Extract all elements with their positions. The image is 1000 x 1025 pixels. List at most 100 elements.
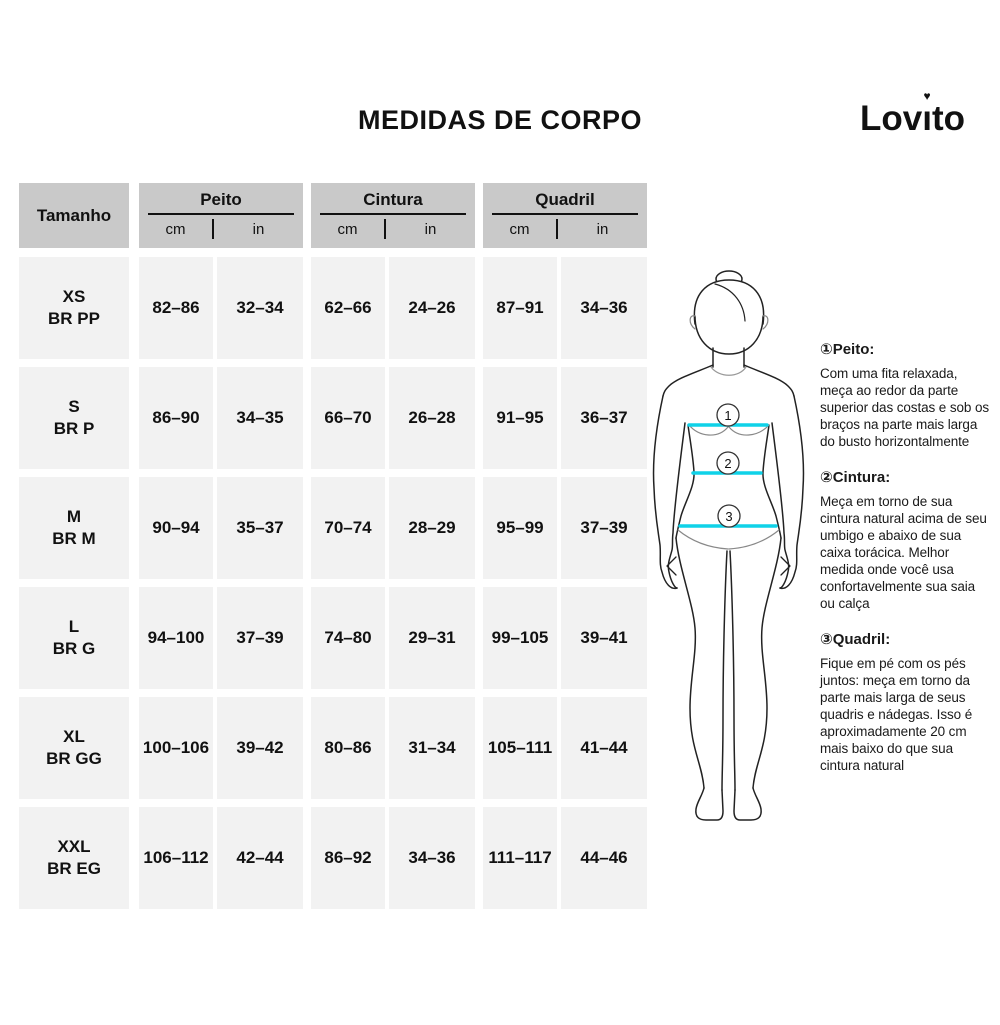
peito-cm-value: 86–90 xyxy=(139,367,213,469)
lovito-logo: Lovı ♥ to xyxy=(860,90,966,139)
unit-row: cm in xyxy=(311,215,475,243)
header-group-quadril: Quadril cm in xyxy=(483,183,647,248)
br-size-label: BR EG xyxy=(47,859,101,878)
header-group-cintura: Cintura cm in xyxy=(311,183,475,248)
unit-in-label: in xyxy=(252,220,265,238)
bust-curve-right xyxy=(728,424,770,436)
left-foot xyxy=(695,787,724,821)
group-label: Quadril xyxy=(535,190,595,209)
instruction-heading: ①Peito: xyxy=(820,341,875,358)
peito-in-value: 32–34 xyxy=(217,257,303,359)
right-hand-fingers xyxy=(780,556,791,576)
cintura-in-value: 26–28 xyxy=(389,367,475,469)
group-label: Cintura xyxy=(363,190,423,209)
quadril-cm-value: 87–91 xyxy=(483,257,557,359)
instruction-body: Com uma fita relaxada, meça ao redor da … xyxy=(820,366,990,449)
table-row-xl: XL BR GG 100–106 39–42 80–86 31–34 105–1… xyxy=(19,697,647,799)
cintura-cm-value: 74–80 xyxy=(311,587,385,689)
quadril-cm-value: 99–105 xyxy=(483,587,557,689)
right-foot xyxy=(733,787,762,821)
unit-row: cm in xyxy=(483,215,647,243)
size-cell: M BR M xyxy=(19,477,129,579)
cintura-in-value: 34–36 xyxy=(389,807,475,909)
marker-3-number: 3 xyxy=(725,509,732,524)
right-leg-outer xyxy=(752,537,782,789)
quadril-cm-value: 111–117 xyxy=(483,807,557,909)
size-label: S xyxy=(68,397,80,416)
right-arm-outer xyxy=(779,395,805,590)
torso-right xyxy=(762,424,782,539)
marker-3-circle xyxy=(717,504,741,528)
marker-2-circle xyxy=(716,451,740,475)
bikini-line-left xyxy=(677,529,729,550)
logo-text-post: to xyxy=(931,99,966,138)
header-tamanho: Tamanho xyxy=(19,183,129,248)
instruction-body: Fique em pé com os pés juntos: meça em t… xyxy=(820,656,973,773)
header-divider-line xyxy=(148,213,294,215)
size-cell: L BR G xyxy=(19,587,129,689)
unit-divider xyxy=(556,219,558,239)
unit-cm-label: cm xyxy=(165,220,186,238)
cintura-cm-value: 80–86 xyxy=(311,697,385,799)
right-shoulder xyxy=(743,364,795,397)
marker-1-number: 1 xyxy=(724,408,731,423)
size-label: XXL xyxy=(57,837,91,856)
table-header-row: Tamanho Peito cm in Cintura cm in xyxy=(19,183,647,248)
quadril-in-value: 41–44 xyxy=(561,697,647,799)
collar-line xyxy=(710,366,747,376)
right-arm-inner xyxy=(771,422,790,589)
quadril-in-value: 37–39 xyxy=(561,477,647,579)
left-leg-outer xyxy=(675,537,705,789)
page-title: MEDIDAS DE CORPO xyxy=(357,105,643,135)
peito-in-value: 34–35 xyxy=(217,367,303,469)
size-cell: XS BR PP xyxy=(19,257,129,359)
quadril-cm-value: 91–95 xyxy=(483,367,557,469)
size-label: XL xyxy=(63,727,85,746)
left-leg-inner xyxy=(721,550,728,791)
marker-2-number: 2 xyxy=(724,456,731,471)
unit-row: cm in xyxy=(139,215,303,243)
instruction-quadril: ③Quadril: Fique em pé com os pés juntos:… xyxy=(820,630,992,774)
size-cell: XXL BR EG xyxy=(19,807,129,909)
unit-divider xyxy=(384,219,386,239)
left-arm-inner xyxy=(667,422,686,589)
quadril-in-value: 34–36 xyxy=(561,257,647,359)
br-size-label: BR PP xyxy=(48,309,100,328)
size-label: M xyxy=(66,507,82,526)
header-divider-line xyxy=(492,213,638,215)
br-size-label: BR G xyxy=(52,639,96,658)
quadril-cm-value: 95–99 xyxy=(483,477,557,579)
br-size-label: BR P xyxy=(53,419,95,438)
body-figure-svg: 1 2 3 xyxy=(652,270,805,821)
unit-in-label: in xyxy=(596,220,609,238)
table-row-l: L BR G 94–100 37–39 74–80 29–31 99–105 3… xyxy=(19,587,647,689)
face-outline xyxy=(694,315,764,355)
peito-in-value: 39–42 xyxy=(217,697,303,799)
heart-icon: ♥ xyxy=(923,89,931,103)
peito-in-value: 35–37 xyxy=(217,477,303,579)
hair-outline xyxy=(693,279,765,325)
unit-in-label: in xyxy=(424,220,437,238)
right-ear xyxy=(762,315,769,330)
cintura-cm-value: 70–74 xyxy=(311,477,385,579)
size-label: XS xyxy=(62,287,86,306)
torso-left xyxy=(675,424,695,539)
instruction-body: Meça em torno de sua cintura natural aci… xyxy=(820,494,987,611)
instruction-heading: ②Cintura: xyxy=(820,469,891,486)
left-hand-fingers xyxy=(666,556,677,576)
instruction-cintura: ②Cintura: Meça em torno de sua cintura n… xyxy=(820,468,992,612)
unit-cm-label: cm xyxy=(509,220,530,238)
table-row-xxl: XXL BR EG 106–112 42–44 86–92 34–36 111–… xyxy=(19,807,647,909)
peito-cm-value: 106–112 xyxy=(139,807,213,909)
peito-cm-value: 82–86 xyxy=(139,257,213,359)
logo-text-pre: Lov xyxy=(860,99,923,138)
cintura-in-value: 31–34 xyxy=(389,697,475,799)
right-leg-inner xyxy=(729,550,736,791)
measurement-instructions: ①Peito: Com uma fita relaxada, meça ao r… xyxy=(820,340,992,792)
measure-markers: 1 2 3 xyxy=(716,403,741,528)
left-shoulder xyxy=(662,364,714,397)
bikini-line-right xyxy=(728,529,780,550)
peito-in-value: 37–39 xyxy=(217,587,303,689)
quadril-in-value: 36–37 xyxy=(561,367,647,469)
